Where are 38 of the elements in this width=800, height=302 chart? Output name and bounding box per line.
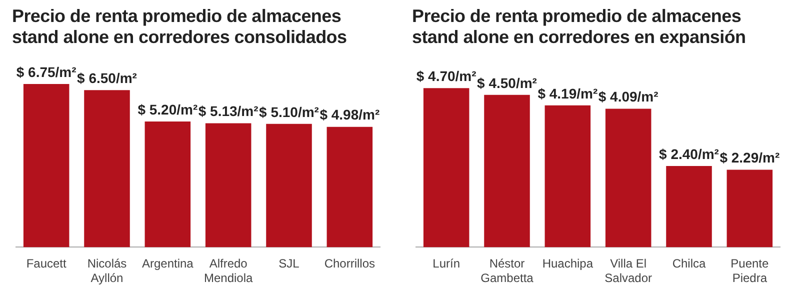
- data-label: $ 4.09/m²: [598, 88, 659, 105]
- bar: [666, 166, 712, 248]
- data-label: $ 4.98/m²: [320, 106, 380, 123]
- data-label: $ 2.40/m²: [659, 146, 720, 162]
- x-tick-label: Puente Piedra: [730, 256, 770, 286]
- data-label: $ 2.29/m²: [720, 150, 780, 166]
- bar: [205, 123, 252, 248]
- x-tick-label: Nicolás Ayllón: [87, 256, 127, 286]
- x-tick-label: Huachipa: [542, 256, 594, 271]
- bar: [544, 105, 591, 248]
- bar: [23, 84, 70, 248]
- x-tick-label: Villa El Salvador: [604, 256, 652, 286]
- bar: [84, 90, 130, 248]
- x-tick-label: Néstor Gambetta: [480, 256, 534, 286]
- bar: [144, 122, 191, 248]
- x-tick-label: Faucett: [26, 256, 68, 271]
- x-tick-label: Lurín: [432, 256, 460, 271]
- bar: [484, 94, 530, 248]
- x-tick-label: Argentina: [142, 256, 194, 271]
- x-tick-label: Chorrillos: [324, 256, 376, 271]
- bar: [266, 124, 312, 248]
- bar: [326, 126, 373, 248]
- bar: [605, 108, 652, 248]
- bar: [423, 88, 470, 248]
- bar: [726, 170, 773, 248]
- chart-title: Precio de renta promedio de almacenes stand alone en corredores en expansión: [412, 6, 747, 49]
- x-tick-label: SJL: [278, 256, 300, 271]
- data-label: $ 4.70/m²: [416, 68, 477, 84]
- chart-title: Precio de renta promedio de almacenes stand alone en corredores consolidados: [12, 6, 348, 49]
- data-label: $ 4.19/m²: [538, 85, 598, 102]
- data-label: $ 6.75/m²: [16, 64, 77, 80]
- data-label: $ 5.20/m²: [138, 101, 198, 118]
- data-label: $ 4.50/m²: [477, 74, 538, 91]
- data-label: $ 5.10/m²: [259, 104, 320, 120]
- x-tick-label: Alfredo Mendiola: [204, 256, 254, 286]
- data-label: $ 5.13/m²: [198, 103, 259, 120]
- x-tick-label: Chilca: [672, 256, 706, 271]
- data-label: $ 6.50/m²: [77, 70, 138, 86]
